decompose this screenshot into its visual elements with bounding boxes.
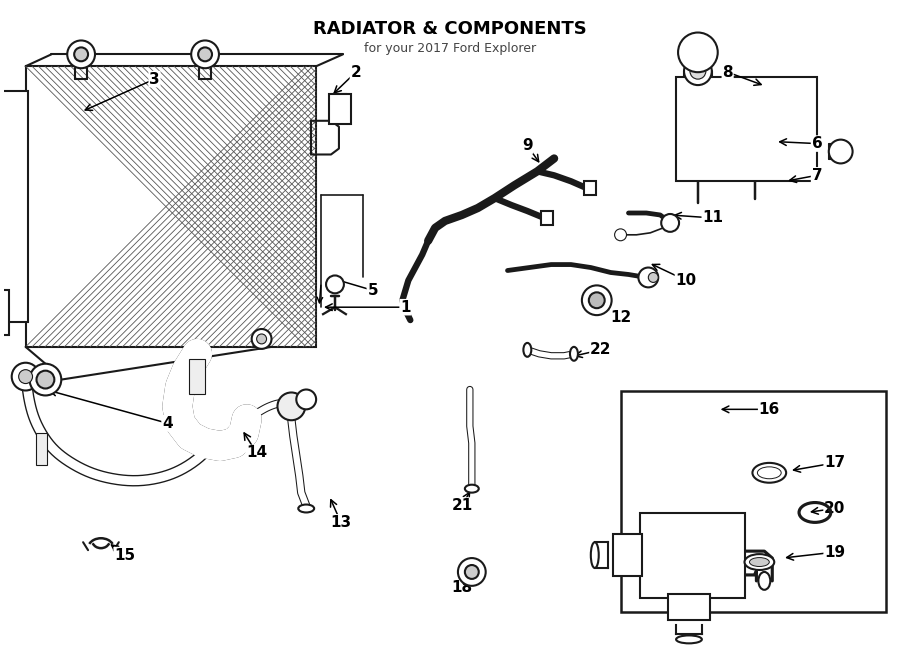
Text: 19: 19 — [824, 545, 845, 559]
Text: 12: 12 — [610, 310, 631, 324]
Circle shape — [74, 48, 88, 62]
Text: 1: 1 — [400, 300, 410, 314]
Circle shape — [662, 214, 680, 232]
Bar — [676, 77, 817, 181]
Bar — [35, 433, 48, 465]
Text: 5: 5 — [367, 283, 378, 298]
Text: for your 2017 Ford Explorer: for your 2017 Ford Explorer — [364, 42, 536, 56]
Circle shape — [589, 293, 605, 308]
Circle shape — [68, 40, 95, 68]
Text: 15: 15 — [114, 547, 135, 563]
Bar — [641, 514, 744, 598]
Circle shape — [690, 64, 706, 79]
Ellipse shape — [750, 557, 770, 567]
Bar — [0, 291, 9, 335]
Text: 2: 2 — [350, 65, 361, 79]
Text: 18: 18 — [451, 581, 472, 595]
Ellipse shape — [570, 347, 578, 361]
Circle shape — [829, 140, 852, 164]
Circle shape — [12, 363, 40, 391]
Circle shape — [465, 565, 479, 579]
Bar — [0, 91, 28, 322]
Text: 3: 3 — [149, 71, 160, 87]
Bar — [668, 594, 710, 620]
Circle shape — [277, 393, 305, 420]
Circle shape — [37, 371, 54, 389]
Ellipse shape — [752, 463, 787, 483]
Circle shape — [326, 275, 344, 293]
Circle shape — [615, 229, 626, 241]
Bar — [613, 534, 643, 576]
Text: 20: 20 — [824, 501, 845, 516]
Ellipse shape — [524, 343, 531, 357]
Circle shape — [256, 334, 266, 344]
Ellipse shape — [590, 542, 598, 568]
Circle shape — [648, 273, 658, 283]
Circle shape — [678, 32, 717, 72]
Circle shape — [191, 40, 219, 68]
Circle shape — [198, 48, 212, 62]
Text: 21: 21 — [451, 498, 472, 513]
Ellipse shape — [465, 485, 479, 493]
Text: 14: 14 — [246, 446, 267, 461]
Text: 17: 17 — [824, 455, 845, 471]
Ellipse shape — [759, 572, 770, 590]
Bar — [621, 391, 886, 612]
Bar — [584, 181, 596, 195]
Text: 11: 11 — [702, 211, 724, 226]
Circle shape — [582, 285, 612, 315]
Bar — [329, 94, 351, 124]
Circle shape — [458, 558, 486, 586]
Text: 4: 4 — [162, 416, 173, 431]
Text: 16: 16 — [759, 402, 780, 417]
Circle shape — [684, 58, 712, 85]
Ellipse shape — [676, 636, 702, 643]
Text: 22: 22 — [590, 342, 611, 357]
Circle shape — [638, 267, 658, 287]
Circle shape — [296, 389, 316, 409]
Ellipse shape — [744, 554, 774, 570]
Text: 9: 9 — [522, 138, 533, 153]
Text: 13: 13 — [330, 515, 352, 530]
Bar — [25, 66, 316, 347]
Text: 7: 7 — [812, 168, 823, 183]
Bar — [541, 211, 554, 225]
Text: RADIATOR & COMPONENTS: RADIATOR & COMPONENTS — [313, 20, 587, 38]
Text: 10: 10 — [675, 273, 697, 288]
Text: 6: 6 — [812, 136, 823, 151]
Circle shape — [19, 369, 32, 383]
Bar — [189, 359, 205, 395]
Text: 8: 8 — [723, 65, 733, 79]
Circle shape — [252, 329, 272, 349]
Circle shape — [30, 363, 61, 395]
Ellipse shape — [298, 504, 314, 512]
